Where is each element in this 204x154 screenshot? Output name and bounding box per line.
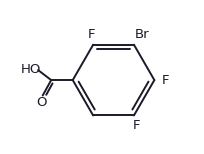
Text: F: F bbox=[133, 119, 140, 132]
Text: Br: Br bbox=[135, 28, 150, 41]
Text: O: O bbox=[36, 96, 47, 109]
Text: HO: HO bbox=[21, 63, 41, 76]
Text: F: F bbox=[88, 28, 95, 41]
Text: F: F bbox=[162, 74, 170, 87]
